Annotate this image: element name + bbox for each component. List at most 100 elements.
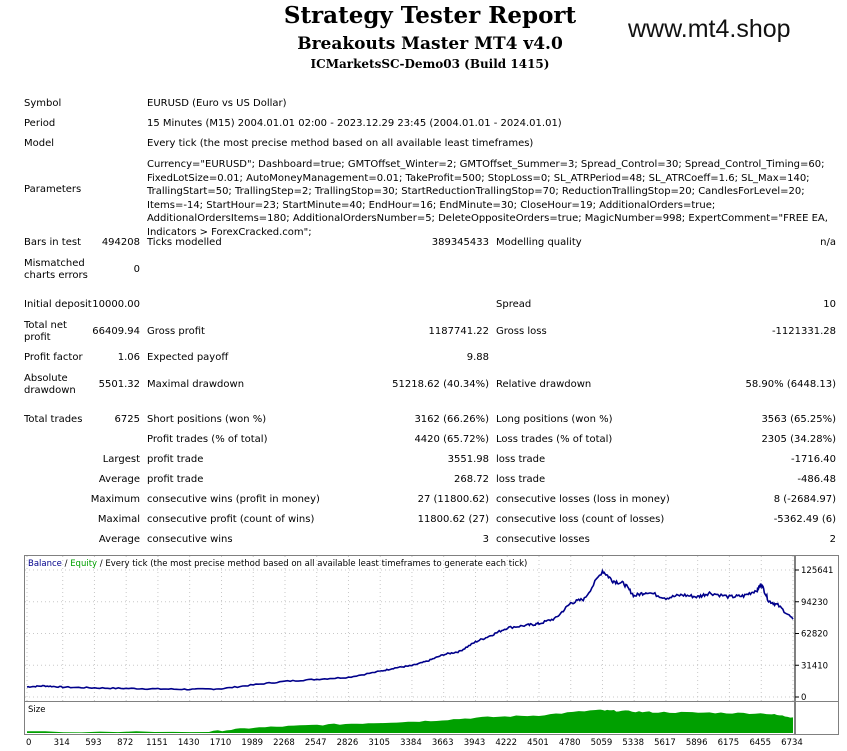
x-tick-label: 314 <box>54 738 70 748</box>
parameters-value: Currency="EURUSD"; Dashboard=true; GMTOf… <box>147 159 828 238</box>
x-tick-label: 1710 <box>210 738 232 748</box>
x-tick-label: 4780 <box>559 738 581 748</box>
x-tick-label: 1430 <box>178 738 200 748</box>
mx-cp-label: consecutive profit (count of wins) <box>147 514 315 525</box>
legend-description: / Every tick (the most precise method ba… <box>97 559 527 569</box>
size-chart-svg: Size <box>27 702 796 734</box>
long-value: 3563 (65.25%) <box>761 414 836 425</box>
short-value: 3162 (66.26%) <box>414 414 489 425</box>
average-label: Average <box>98 474 140 485</box>
x-tick-label: 1151 <box>146 738 168 748</box>
short-label: Short positions (won %) <box>147 414 267 425</box>
spread-value: 10 <box>823 299 836 310</box>
mx-cp-value: 11800.62 (27) <box>417 514 489 525</box>
lt-value: 2305 (34.28%) <box>761 434 836 445</box>
x-tick-label: 3105 <box>368 738 390 748</box>
size-label: Size <box>28 705 45 715</box>
max-cl-value: 8 (-2684.97) <box>773 494 836 505</box>
largest-lt-value: -1716.40 <box>791 454 836 465</box>
bars-label: Bars in test <box>24 237 81 248</box>
maximum-label: Maximum <box>90 494 140 505</box>
account-server: ICMarketsSC-Demo03 (Build 1415) <box>310 57 550 71</box>
pt-value: 4420 (65.72%) <box>414 434 489 445</box>
expert-name: Breakouts Master MT4 v4.0 <box>297 34 563 54</box>
gross-loss-label: Gross loss <box>496 326 547 337</box>
x-tick-label: 872 <box>117 738 133 748</box>
legend-balance: Balance <box>28 559 62 569</box>
x-tick-label: 5896 <box>686 738 708 748</box>
average-lt-value: -486.48 <box>797 474 836 485</box>
symbol-label: Symbol <box>24 98 62 109</box>
balance-line <box>26 568 794 691</box>
x-tick-label: 6734 <box>781 738 803 748</box>
x-tick-label: 2268 <box>273 738 295 748</box>
average-pt-value: 268.72 <box>454 474 489 485</box>
gross-profit-value: 1187741.22 <box>428 326 489 337</box>
pf-value: 1.06 <box>117 352 140 363</box>
abs-dd-label-1: Absolute <box>24 373 68 384</box>
x-tick-label: 4222 <box>495 738 517 748</box>
max-dd-value: 51218.62 (40.34%) <box>392 379 489 390</box>
quality-value: n/a <box>820 237 836 248</box>
model-label: Model <box>24 138 55 149</box>
trades-label: Total trades <box>24 414 83 425</box>
largest-label: Largest <box>102 454 140 465</box>
legend-sep: / <box>62 559 70 569</box>
chart-legend: Balance / Equity / Every tick (the most … <box>28 559 527 569</box>
symbol-value: EURUSD (Euro vs US Dollar) <box>147 98 287 109</box>
y-tick-label: 0 <box>801 693 806 703</box>
mismatch-label-2: charts errors <box>24 270 88 281</box>
balance-chart: 125641 94230 62820 31410 0 Balance / Equity … <box>24 555 839 706</box>
abs-dd-value: 5501.32 <box>98 379 140 390</box>
ticks-label: Ticks modelled <box>147 237 222 248</box>
period-value: 15 Minutes (M15) 2004.01.01 02:00 - 2023… <box>147 118 562 129</box>
max-dd-label: Maximal drawdown <box>147 379 245 390</box>
x-tick-label: 3384 <box>400 738 422 748</box>
mismatch-label-1: Mismatched <box>24 258 85 269</box>
ticks-value: 389345433 <box>431 237 489 248</box>
x-tick-label: 5338 <box>622 738 644 748</box>
deposit-label: Initial deposit <box>24 299 92 310</box>
average-lt-label: loss trade <box>496 474 546 485</box>
average-pt-label: profit trade <box>147 474 204 485</box>
largest-lt-label: loss trade <box>496 454 546 465</box>
x-tick-label: 593 <box>85 738 101 748</box>
payoff-label: Expected payoff <box>147 352 229 363</box>
quality-label: Modelling quality <box>496 237 582 248</box>
net-value: 66409.94 <box>92 326 140 337</box>
period-label: Period <box>24 118 56 129</box>
payoff-value: 9.88 <box>466 352 489 363</box>
x-tick-label: 5617 <box>654 738 676 748</box>
lt-label: Loss trades (% of total) <box>496 434 613 445</box>
pt-label: Profit trades (% of total) <box>147 434 268 445</box>
parameters-label: Parameters <box>24 184 82 195</box>
bars-value: 494208 <box>101 237 140 248</box>
x-tick-label: 1989 <box>241 738 263 748</box>
spread-label: Spread <box>496 299 532 310</box>
rel-dd-label: Relative drawdown <box>496 379 592 390</box>
mx-cl-label: consecutive loss (count of losses) <box>496 514 665 525</box>
y-tick-label: 31410 <box>801 661 828 671</box>
largest-pt-value: 3551.98 <box>447 454 489 465</box>
report-title: Strategy Tester Report <box>283 2 577 29</box>
x-tick-label: 3663 <box>432 738 454 748</box>
x-tick-label: 0 <box>26 738 31 748</box>
x-tick-label: 6455 <box>749 738 771 748</box>
model-value: Every tick (the most precise method base… <box>147 138 534 149</box>
long-label: Long positions (won %) <box>496 414 613 425</box>
avg-cl-value: 2 <box>829 534 836 545</box>
mismatch-value: 0 <box>133 264 140 275</box>
maximal-label: Maximal <box>97 514 140 525</box>
gross-loss-value: -1121331.28 <box>771 326 836 337</box>
y-tick-label: 62820 <box>801 630 828 640</box>
x-tick-label: 6175 <box>718 738 740 748</box>
abs-dd-label-2: drawdown <box>24 385 76 396</box>
avg-cw-label: consecutive wins <box>147 534 233 545</box>
rel-dd-value: 58.90% (6448.13) <box>745 379 836 390</box>
x-tick-label: 2826 <box>337 738 359 748</box>
largest-pt-label: profit trade <box>147 454 204 465</box>
gross-profit-label: Gross profit <box>147 326 205 337</box>
balance-chart-svg: 125641 94230 62820 31410 0 Balance / Equity … <box>25 556 833 705</box>
pf-label: Profit factor <box>24 352 83 363</box>
size-area <box>27 709 793 733</box>
